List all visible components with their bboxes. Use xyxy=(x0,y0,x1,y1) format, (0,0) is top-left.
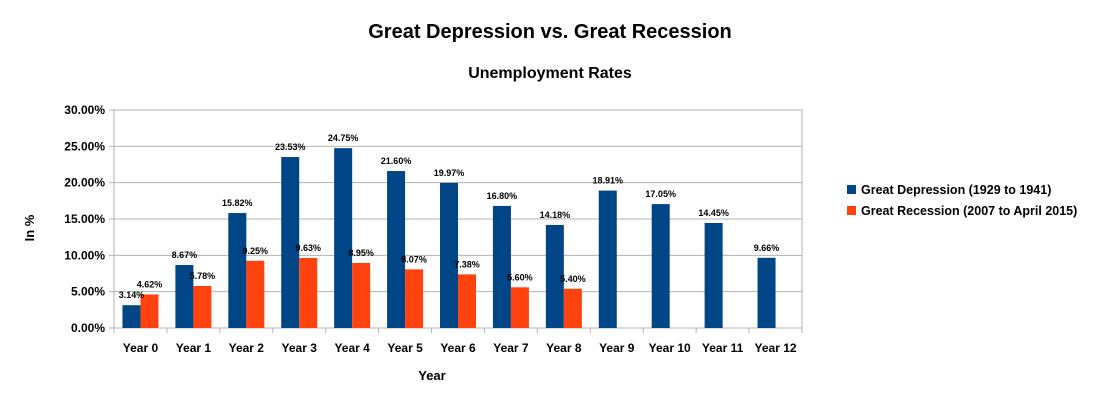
data-label: 21.60% xyxy=(381,156,412,166)
bar-great-depression xyxy=(228,213,247,328)
bar-great-depression xyxy=(492,205,511,328)
data-label: 4.62% xyxy=(137,279,163,289)
data-label: 5.40% xyxy=(560,274,586,284)
x-tick-label: Year 5 xyxy=(387,341,423,355)
bar-great-recession xyxy=(140,294,159,328)
data-label: 18.91% xyxy=(593,176,624,186)
x-tick-label: Year 0 xyxy=(123,341,159,355)
data-label: 14.18% xyxy=(540,210,571,220)
y-tick-label: 0.00% xyxy=(71,321,105,335)
x-tick-label: Year 1 xyxy=(176,341,212,355)
data-label: 9.66% xyxy=(754,243,780,253)
data-label: 8.07% xyxy=(401,254,427,264)
x-tick-label: Year 12 xyxy=(755,341,797,355)
x-axis-ticks: Year 0 Year 1 Year 2 Year 3 Year 4 Year 5 Year… xyxy=(113,328,803,355)
legend-swatch-recession xyxy=(847,206,856,215)
x-tick-label: Year 2 xyxy=(229,341,265,355)
bar-great-depression xyxy=(334,148,353,328)
bar-great-recession xyxy=(458,274,476,328)
bar-great-depression xyxy=(281,157,300,328)
bar-great-recession xyxy=(193,285,212,328)
y-tick-label: 10.00% xyxy=(64,248,105,262)
bar-great-depression xyxy=(545,224,564,328)
bar-great-depression xyxy=(598,190,617,328)
bar-great-recession xyxy=(563,288,582,328)
chart-title: Great Depression vs. Great Recession xyxy=(368,21,732,43)
y-tick-label: 30.00% xyxy=(64,103,105,117)
data-label: 24.75% xyxy=(328,133,359,143)
chart-subtitle: Unemployment Rates xyxy=(468,65,632,82)
legend-label-recession: Great Recession (2007 to April 2015) xyxy=(861,204,1077,218)
bar-great-depression xyxy=(651,204,670,328)
bar-great-depression xyxy=(757,257,776,328)
data-label: 9.25% xyxy=(243,246,269,256)
x-tick-label: Year 7 xyxy=(493,341,529,355)
bar-great-recession xyxy=(352,262,371,328)
data-label: 5.78% xyxy=(190,271,216,281)
data-label: 3.14% xyxy=(119,290,145,300)
x-tick-label: Year 4 xyxy=(334,341,370,355)
bar-great-depression xyxy=(704,222,723,328)
bar-great-recession xyxy=(299,258,318,328)
data-label: 8.67% xyxy=(172,250,198,260)
data-label: 9.63% xyxy=(295,243,321,253)
data-label: 7.38% xyxy=(454,259,480,269)
legend-label-depression: Great Depression (1929 to 1941) xyxy=(861,183,1051,197)
y-axis-ticks: 0.00% 5.00% 10.00% 15.00% 20.00% 25.00% 30.00% xyxy=(64,103,114,335)
bar-great-depression xyxy=(440,182,458,328)
data-label: 14.45% xyxy=(698,208,729,218)
x-tick-label: Year 8 xyxy=(546,341,582,355)
y-tick-label: 25.00% xyxy=(64,139,105,153)
data-label: 17.05% xyxy=(645,189,676,199)
y-axis-title: In % xyxy=(22,214,37,241)
data-label: 19.97% xyxy=(434,168,465,178)
bar-great-depression xyxy=(122,305,141,328)
data-label: 16.80% xyxy=(487,191,518,201)
bar-great-depression xyxy=(175,264,194,328)
legend-swatch-depression xyxy=(847,185,856,194)
x-tick-label: Year 10 xyxy=(649,341,691,355)
data-label: 23.53% xyxy=(275,142,306,152)
bar-great-recession xyxy=(405,269,424,328)
bar-great-recession xyxy=(510,287,529,328)
bar-great-recession xyxy=(246,260,265,328)
x-tick-label: Year 3 xyxy=(282,341,318,355)
bar-great-depression xyxy=(387,171,406,328)
data-labels: 3.14% 8.67% 15.82% 23.53% 24.75% 21.60% 19.97%… xyxy=(119,133,780,300)
bars xyxy=(122,148,776,328)
x-tick-label: Year 11 xyxy=(702,341,744,355)
legend: Great Depression (1929 to 1941) Great Re… xyxy=(847,183,1077,218)
x-tick-label: Year 6 xyxy=(440,341,476,355)
y-tick-label: 20.00% xyxy=(64,176,105,190)
data-label: 8.95% xyxy=(348,248,374,258)
data-label: 5.60% xyxy=(507,272,533,282)
data-label: 15.82% xyxy=(222,198,253,208)
x-tick-label: Year 9 xyxy=(599,341,635,355)
x-axis-title: Year xyxy=(418,368,445,383)
y-tick-label: 15.00% xyxy=(64,212,105,226)
y-tick-label: 5.00% xyxy=(71,285,105,299)
